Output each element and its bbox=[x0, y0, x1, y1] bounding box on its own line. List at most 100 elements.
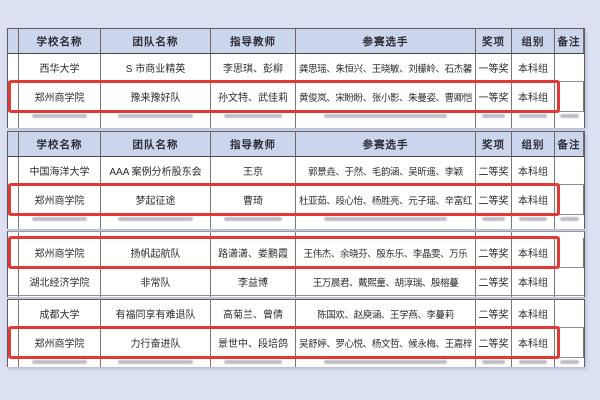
partial-row-top bbox=[8, 232, 584, 238]
table-cell bbox=[476, 296, 512, 297]
column-header bbox=[8, 132, 19, 157]
text-smudge bbox=[560, 360, 579, 364]
table-cell: 王京 bbox=[211, 157, 296, 185]
text-smudge bbox=[224, 360, 282, 364]
column-header: 组别 bbox=[512, 29, 555, 54]
table-cell bbox=[211, 296, 296, 297]
column-header: 指导教师 bbox=[211, 29, 296, 54]
table-row-highlighted: 郑州商学院 扬帆起航队 路潇潇、娄鹏霞 王伟杰、余晓芬、殷东乐、李晶雯、万乐 二等奖 本科… bbox=[8, 236, 584, 269]
table-cell: 景世中、段培鸽 bbox=[211, 328, 296, 358]
table-cell: 本科组 bbox=[512, 300, 555, 328]
table-cell bbox=[555, 300, 584, 328]
text-smudge bbox=[31, 217, 88, 221]
table-header-row: 学校名称 团队名称 指导教师 参赛选手 奖项 组别 备注 bbox=[8, 29, 584, 54]
table-cell: 二等奖 bbox=[476, 268, 512, 296]
table-cell: AAA 案例分析股东会 bbox=[101, 157, 211, 185]
table-cell: 李思琪、彭柳 bbox=[211, 54, 296, 82]
column-header: 学校名称 bbox=[19, 132, 101, 157]
table-cell: 二等奖 bbox=[476, 185, 512, 215]
table-cell: 梦起征途 bbox=[101, 185, 211, 215]
table-row: 西华大学 S 市商业精英 李思琪、彭柳 龚思瑶、朱恒兴、王晓敏、刘檬岭、石杰馨 一等奖本… bbox=[8, 54, 584, 82]
table-row: 湖北经济学院 非常队 李益博 王万晨君、戴熙童、胡淳瑞、殷榕蔓 二等奖 本科组 bbox=[8, 268, 584, 296]
text-smudge bbox=[519, 217, 547, 221]
column-header: 奖项 bbox=[476, 29, 512, 54]
table-cell: 郭景垚、于然、毛韵涵、吴昕遥、李颖 bbox=[296, 157, 476, 185]
table-cell bbox=[101, 215, 211, 229]
table-cell: 豫来豫好队 bbox=[101, 82, 211, 112]
table-cell: 本科组 bbox=[512, 54, 555, 82]
table-cell bbox=[555, 54, 584, 82]
table-row-highlighted: 郑州商学院 梦起征途 曹琦 杜亚茹、段心怡、杨胜亮、元子瑶、辛富红 二等奖 本科组 bbox=[8, 183, 584, 216]
table-fragment-4: 成都大学 有福同享有难退队 高菊兰、曾倩 陈国欢、赵庾涵、王学燕、李蔓莉 二等奖 本科组郑… bbox=[7, 299, 585, 367]
table-cell bbox=[476, 232, 512, 238]
table-cell: 本科组 bbox=[512, 82, 555, 112]
table-cell: 郑州商学院 bbox=[19, 328, 101, 358]
partial-row bbox=[8, 112, 584, 128]
table-cell bbox=[555, 268, 584, 296]
table-cell bbox=[8, 185, 19, 215]
table-cell bbox=[211, 215, 296, 229]
table-header-row: 学校名称 团队名称 指导教师 参赛选手 奖项 组别 备注 bbox=[8, 132, 584, 157]
table-cell bbox=[296, 215, 476, 229]
table-cell: 曹琦 bbox=[211, 185, 296, 215]
table-cell: 本科组 bbox=[512, 268, 555, 296]
table-cell: 吴舒婷、罗心悦、杨文哲、候永梅、王嘉梓 bbox=[296, 328, 476, 358]
table-cell bbox=[101, 358, 211, 367]
table-cell: 王伟杰、余晓芬、殷东乐、李晶雯、万乐 bbox=[296, 238, 476, 268]
text-smudge bbox=[519, 360, 547, 364]
table-row: 成都大学 有福同享有难退队 高菊兰、曾倩 陈国欢、赵庾涵、王学燕、李蔓莉 二等奖 本科组 bbox=[8, 300, 584, 328]
table-cell bbox=[19, 358, 101, 367]
table-cell bbox=[512, 358, 555, 367]
table-fragment-1: 学校名称 团队名称 指导教师 参赛选手 奖项 组别 备注 西华大学 S 市商业精英 李思琪、彭柳龚… bbox=[7, 28, 585, 128]
text-smudge bbox=[323, 114, 448, 118]
text-smudge bbox=[31, 360, 88, 364]
table-cell: 高菊兰、曾倩 bbox=[211, 300, 296, 328]
table-cell bbox=[211, 232, 296, 238]
table-cell: 二等奖 bbox=[476, 157, 512, 185]
text-smudge bbox=[323, 217, 448, 221]
table-cell: 郑州商学院 bbox=[19, 82, 101, 112]
table-cell bbox=[211, 112, 296, 128]
table-cell bbox=[101, 112, 211, 128]
table-cell bbox=[101, 232, 211, 238]
table-cell: 中国海洋大学 bbox=[19, 157, 101, 185]
table-cell: 二等奖 bbox=[476, 238, 512, 268]
table-cell bbox=[19, 112, 101, 128]
table-cell: 孙文特、武佳莉 bbox=[211, 82, 296, 112]
table-cell bbox=[8, 157, 19, 185]
table-cell: 非常队 bbox=[101, 268, 211, 296]
table-cell bbox=[476, 358, 512, 367]
table-cell bbox=[8, 296, 19, 297]
table-row-highlighted: 郑州商学院 力行奋进队 景世中、段培鸽 吴舒婷、罗心悦、杨文哲、候永梅、王嘉梓 二等奖本… bbox=[8, 326, 584, 359]
table-cell: 龚思瑶、朱恒兴、王晓敏、刘檬岭、石杰馨 bbox=[296, 54, 476, 82]
table-cell bbox=[8, 328, 19, 358]
column-header bbox=[8, 29, 19, 54]
table-cell: 王万晨君、戴熙童、胡淳瑞、殷榕蔓 bbox=[296, 268, 476, 296]
table-cell: 本科组 bbox=[512, 185, 555, 215]
table-cell: 成都大学 bbox=[19, 300, 101, 328]
table-cell: 扬帆起航队 bbox=[101, 238, 211, 268]
text-smudge bbox=[560, 114, 579, 118]
table-cell: 西华大学 bbox=[19, 54, 101, 82]
text-smudge bbox=[118, 360, 193, 364]
table-row: 中国海洋大学 AAA 案例分析股东会 王京 郭景垚、于然、毛韵涵、吴昕遥、李颖 二等奖本… bbox=[8, 157, 584, 185]
text-smudge bbox=[323, 360, 448, 364]
column-header: 参赛选手 bbox=[296, 132, 476, 157]
table-cell bbox=[555, 185, 584, 215]
table-cell bbox=[211, 358, 296, 367]
table-cell: 郑州商学院 bbox=[19, 238, 101, 268]
table-cell bbox=[8, 358, 19, 367]
table-cell bbox=[8, 268, 19, 296]
text-smudge bbox=[118, 217, 193, 221]
partial-row bbox=[8, 358, 584, 367]
table-cell bbox=[8, 232, 19, 238]
table-cell: 有福同享有难退队 bbox=[101, 300, 211, 328]
table-cell bbox=[19, 232, 101, 238]
text-smudge bbox=[224, 217, 282, 221]
table-cell bbox=[296, 296, 476, 297]
table-cell bbox=[8, 82, 19, 112]
table-cell bbox=[555, 112, 584, 128]
table-cell: 郑州商学院 bbox=[19, 185, 101, 215]
table-cell bbox=[555, 157, 584, 185]
table-cell bbox=[19, 296, 101, 297]
